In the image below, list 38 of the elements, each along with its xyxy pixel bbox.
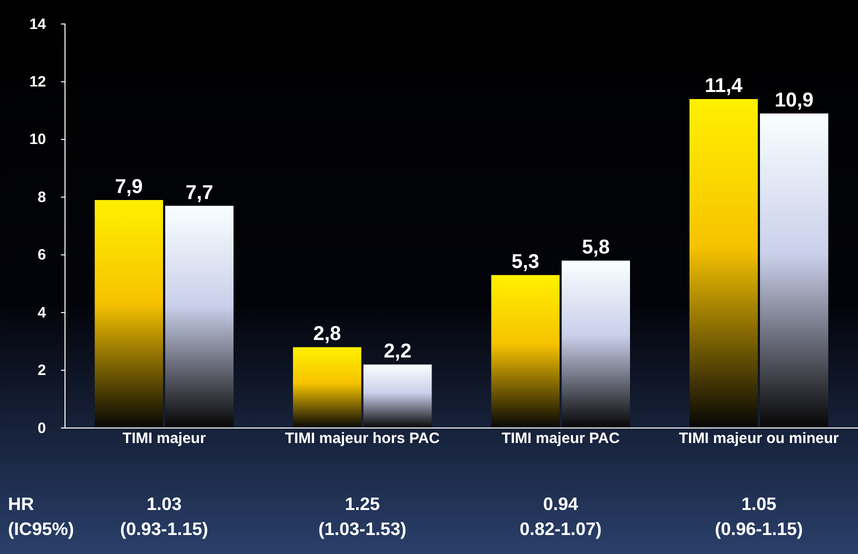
y-tick-label: 6 bbox=[38, 246, 46, 264]
y-tick-label: 10 bbox=[29, 131, 46, 148]
text: (1.03-1.53) bbox=[318, 519, 406, 539]
text: 0.82-1.07) bbox=[520, 519, 602, 539]
data-label: 5,8 bbox=[582, 236, 610, 259]
text: (IC95%) bbox=[8, 519, 74, 539]
text: 1.03 bbox=[146, 494, 182, 514]
text: (0.93-1.15) bbox=[120, 519, 208, 539]
bar bbox=[689, 99, 758, 428]
x-tick-label: TIMI majeur bbox=[122, 430, 206, 447]
bar bbox=[491, 275, 560, 428]
data-label: 10,9 bbox=[774, 89, 814, 112]
y-tick-label: 8 bbox=[38, 188, 46, 206]
y-tick-label: 14 bbox=[29, 16, 47, 33]
text: 1.25 bbox=[344, 494, 380, 514]
data-label: 5,3 bbox=[511, 251, 540, 274]
data-label: 7,7 bbox=[185, 182, 214, 204]
x-tick-label: TIMI majeur ou mineur bbox=[678, 430, 840, 447]
text: (0.96-1.15) bbox=[714, 519, 803, 539]
bar bbox=[760, 113, 828, 428]
data-label: 11,4 bbox=[704, 75, 744, 98]
bar bbox=[94, 200, 164, 428]
y-tick-label: 4 bbox=[38, 304, 47, 322]
text: HR bbox=[8, 494, 34, 514]
y-tick-label: 0 bbox=[38, 420, 46, 437]
data-label: 2,2 bbox=[384, 340, 412, 363]
y-tick-label: 2 bbox=[38, 362, 46, 380]
bar bbox=[292, 347, 362, 428]
bar bbox=[165, 206, 234, 428]
bar bbox=[562, 260, 630, 428]
text: 0.94 bbox=[543, 494, 578, 514]
data-label: 2,8 bbox=[313, 323, 342, 346]
x-tick-label: TIMI majeur hors PAC bbox=[285, 430, 440, 447]
bar bbox=[363, 364, 432, 428]
y-tick-label: 12 bbox=[29, 74, 46, 91]
text: 1.05 bbox=[741, 494, 776, 514]
data-label: 7,9 bbox=[114, 176, 143, 198]
x-tick-label: TIMI majeur PAC bbox=[502, 430, 620, 447]
